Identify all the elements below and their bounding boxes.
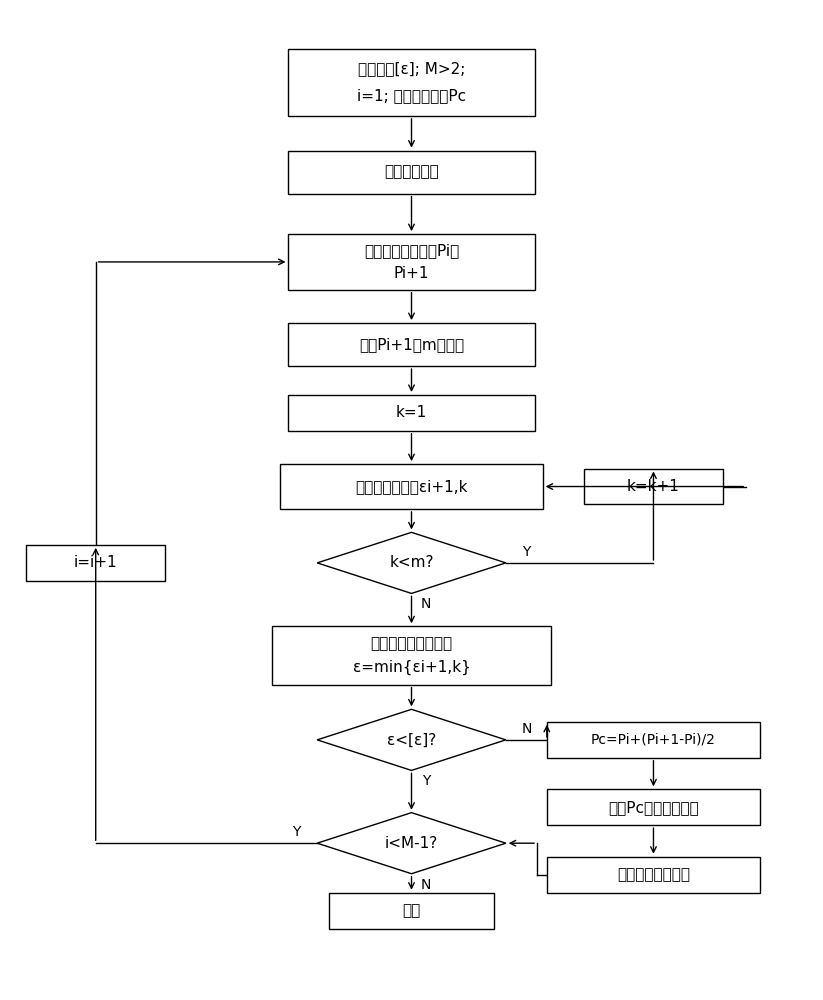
FancyBboxPatch shape <box>289 323 534 366</box>
Text: i=1; 插值路径节点Pc: i=1; 插值路径节点Pc <box>357 88 466 103</box>
Text: k<m?: k<m? <box>389 555 434 570</box>
FancyBboxPatch shape <box>281 464 542 509</box>
Text: Pc=Pi+(Pi+1-Pi)/2: Pc=Pi+(Pi+1-Pi)/2 <box>591 733 716 747</box>
Text: 生成新的路径文件: 生成新的路径文件 <box>617 867 690 882</box>
Text: N: N <box>421 878 431 892</box>
Text: ε=min{εi+1,k}: ε=min{εi+1,k} <box>352 660 471 675</box>
Text: 读取路径文件: 读取路径文件 <box>384 165 439 180</box>
FancyBboxPatch shape <box>272 626 551 685</box>
Text: 选取最小非线性误差: 选取最小非线性误差 <box>370 636 453 651</box>
Polygon shape <box>317 813 506 874</box>
Polygon shape <box>317 709 506 770</box>
Text: N: N <box>421 597 431 611</box>
FancyBboxPatch shape <box>289 49 534 116</box>
FancyBboxPatch shape <box>546 789 760 825</box>
Text: k=k+1: k=k+1 <box>627 479 680 494</box>
Text: N: N <box>521 722 532 736</box>
FancyBboxPatch shape <box>584 469 723 504</box>
Text: 求解Pi+1的m组逆解: 求解Pi+1的m组逆解 <box>359 337 464 352</box>
FancyBboxPatch shape <box>289 234 534 290</box>
FancyBboxPatch shape <box>26 545 165 581</box>
FancyBboxPatch shape <box>329 893 494 929</box>
Text: Y: Y <box>292 825 301 839</box>
Text: i<M-1?: i<M-1? <box>385 836 438 851</box>
Text: 插入Pc到路径文件中: 插入Pc到路径文件中 <box>608 800 699 815</box>
Text: 取相邻原始路径点Pi、: 取相邻原始路径点Pi、 <box>364 243 459 258</box>
Text: Pi+1: Pi+1 <box>393 266 430 281</box>
Text: 结束: 结束 <box>402 903 421 918</box>
FancyBboxPatch shape <box>289 151 534 194</box>
Text: ε<[ε]?: ε<[ε]? <box>387 732 436 747</box>
Text: i=i+1: i=i+1 <box>74 555 118 570</box>
Text: 计算非线性误差εi+1,k: 计算非线性误差εi+1,k <box>356 479 467 494</box>
FancyBboxPatch shape <box>546 857 760 893</box>
Text: k=1: k=1 <box>396 405 427 420</box>
Text: Y: Y <box>422 774 430 788</box>
Text: 定义阈值[ε]; M>2;: 定义阈值[ε]; M>2; <box>358 61 465 76</box>
Text: Y: Y <box>522 545 531 559</box>
FancyBboxPatch shape <box>546 722 760 758</box>
FancyBboxPatch shape <box>289 395 534 431</box>
Polygon shape <box>317 532 506 593</box>
